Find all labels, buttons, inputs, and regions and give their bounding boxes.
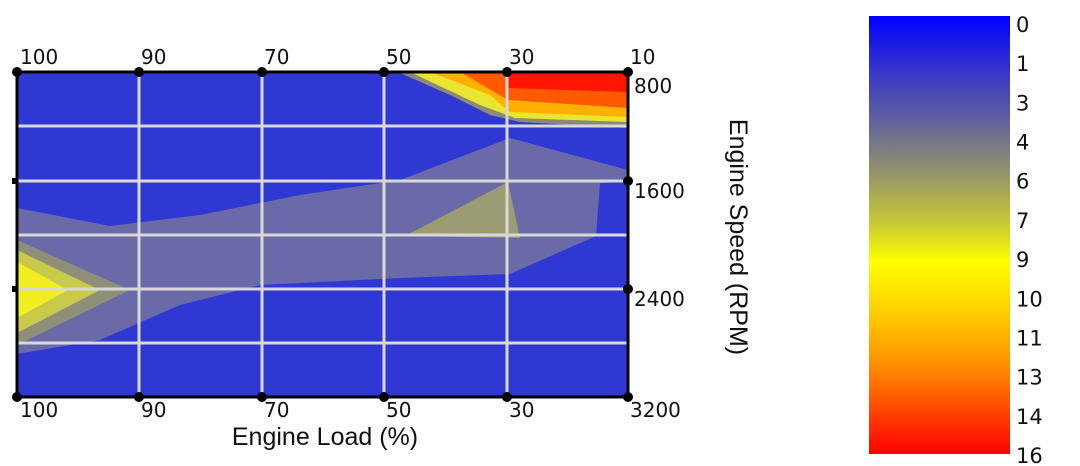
x-tick-bottom: 50 — [386, 398, 411, 422]
colorbar-label: 11 — [1016, 326, 1043, 350]
heatmap-region-mid-band — [17, 138, 628, 354]
axis-tick-left — [12, 178, 17, 184]
x-tick-top: 10 — [630, 45, 655, 69]
colorbar — [869, 16, 1010, 454]
axis-dot — [379, 67, 389, 77]
x-ticks-bottom: 100 90 70 50 30 3200 — [20, 398, 681, 422]
x-tick-bottom: 70 — [264, 398, 289, 422]
plot-frame — [15, 70, 630, 399]
axis-dot — [502, 392, 512, 402]
axis-dot — [379, 392, 389, 402]
colorbar-label: 9 — [1016, 248, 1029, 272]
x-tick-top: 30 — [509, 45, 534, 69]
axis-dot — [623, 392, 633, 402]
heatmap-region-right-bump — [405, 182, 520, 238]
axis-dot — [12, 392, 22, 402]
x-tick-top: 100 — [20, 45, 58, 69]
axis-dot — [257, 392, 267, 402]
colorbar-label: 13 — [1016, 366, 1043, 390]
x-tick-bottom: 3200 — [630, 398, 681, 422]
y-tick: 1600 — [634, 179, 685, 203]
axis-dot — [623, 176, 633, 186]
y-tick: 800 — [634, 74, 672, 98]
colorbar-label: 0 — [1016, 13, 1029, 37]
axis-dot — [134, 67, 144, 77]
x-tick-bottom: 100 — [20, 398, 58, 422]
axis-dot — [257, 67, 267, 77]
colorbar-label: 10 — [1016, 287, 1043, 311]
y-tick: 2400 — [634, 287, 685, 311]
colorbar-label: 3 — [1016, 91, 1029, 115]
x-ticks-top: 100 90 70 50 30 10 — [20, 45, 655, 69]
axis-dot — [502, 67, 512, 77]
grid — [17, 72, 628, 397]
y-ticks: 800 1600 2400 — [634, 74, 685, 311]
axis-dot — [134, 392, 144, 402]
x-axis-title: Engine Load (%) — [232, 423, 418, 451]
axis-dot — [623, 67, 633, 77]
y-axis-title: Engine Speed (RPM) — [724, 119, 752, 355]
colorbar-label: 16 — [1016, 444, 1043, 466]
axis-markers — [12, 67, 633, 402]
axis-tick-left — [12, 286, 17, 292]
heatmap-region-top-right-red — [508, 72, 628, 92]
colorbar-label: 6 — [1016, 170, 1029, 194]
x-tick-bottom: 30 — [509, 398, 534, 422]
axis-dot — [12, 67, 22, 77]
x-tick-top: 90 — [141, 45, 166, 69]
x-tick-top: 70 — [264, 45, 289, 69]
colorbar-label: 1 — [1016, 52, 1029, 76]
x-tick-top: 50 — [386, 45, 411, 69]
colorbar-label: 7 — [1016, 209, 1029, 233]
axis-dot — [623, 284, 633, 294]
colorbar-label: 4 — [1016, 131, 1029, 155]
colorbar-label: 14 — [1016, 405, 1043, 429]
x-tick-bottom: 90 — [141, 398, 166, 422]
